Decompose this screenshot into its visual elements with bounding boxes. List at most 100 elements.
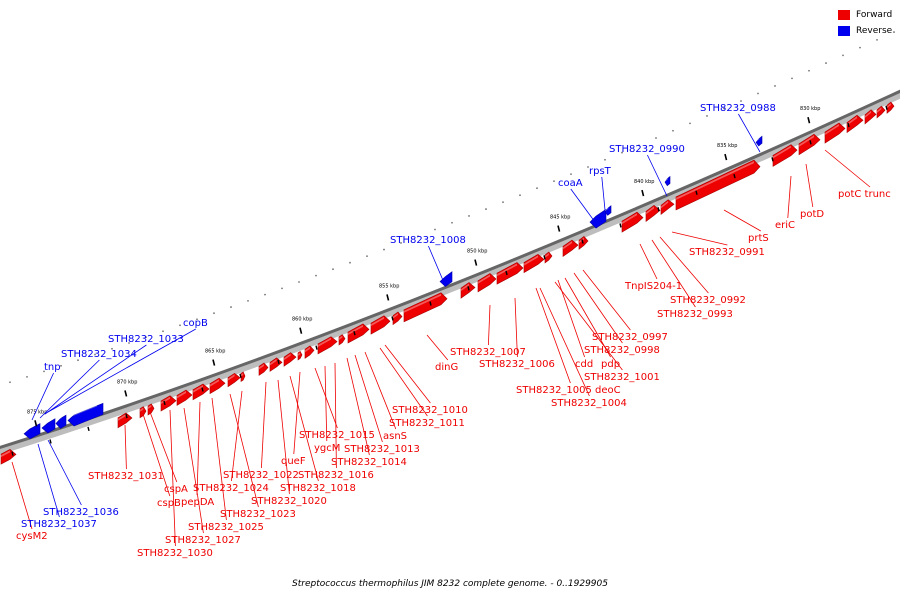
gene-label-sth8232-1034[interactable]: STH8232_1034: [61, 349, 137, 360]
gene-label-cdd[interactable]: cdd: [575, 359, 593, 370]
gene-label-sth8232-1006[interactable]: STH8232_1006: [479, 359, 555, 370]
scale-dot: [179, 324, 181, 327]
reverse-feature[interactable]: [664, 175, 671, 187]
gene-label-cspb[interactable]: cspB: [157, 498, 181, 509]
forward-feature[interactable]: [370, 315, 391, 335]
gene-label-pepda[interactable]: pepDA: [181, 497, 214, 508]
gene-label-sth8232-1030[interactable]: STH8232_1030: [137, 548, 213, 559]
gene-label-sth8232-1010[interactable]: STH8232_1010: [392, 405, 468, 416]
forward-feature[interactable]: [160, 395, 177, 412]
gene-label-ding[interactable]: dinG: [435, 362, 458, 373]
gene-label-eric[interactable]: eriC: [775, 220, 795, 231]
gene-label-sth8232-0988[interactable]: STH8232_0988: [700, 103, 776, 114]
gene-label-sth8232-0990[interactable]: STH8232_0990: [609, 144, 685, 155]
gene-label-sth8232-1025[interactable]: STH8232_1025: [188, 522, 264, 533]
gene-label-copb[interactable]: copB: [183, 318, 208, 329]
gene-label-tnp[interactable]: tnp: [44, 362, 61, 373]
gene-label-sth8232-1016[interactable]: STH8232_1016: [298, 470, 374, 481]
forward-feature[interactable]: [523, 253, 545, 274]
gene-label-sth8232-0992[interactable]: STH8232_0992: [670, 295, 746, 306]
gene-label-sth8232-1027[interactable]: STH8232_1027: [165, 535, 241, 546]
gene-label-sth8232-1015[interactable]: STH8232_1015: [299, 430, 375, 441]
gene-label-sth8232-1024[interactable]: STH8232_1024: [193, 483, 269, 494]
reverse-feature[interactable]: [41, 418, 56, 434]
forward-feature[interactable]: [562, 239, 579, 258]
forward-feature[interactable]: [675, 159, 761, 211]
gene-label-sth8232-1011[interactable]: STH8232_1011: [389, 418, 465, 429]
minor-tick: [277, 359, 280, 365]
forward-feature[interactable]: [297, 350, 303, 361]
reverse-feature[interactable]: [23, 423, 41, 440]
forward-feature[interactable]: [317, 336, 338, 355]
scale-tick-label: 875 kbp: [27, 409, 47, 415]
forward-feature[interactable]: [544, 251, 553, 264]
gene-label-sth8232-1005-deoc[interactable]: STH8232_1005 deoC: [516, 385, 621, 396]
forward-feature[interactable]: [645, 204, 661, 222]
forward-feature[interactable]: [117, 412, 133, 429]
forward-feature[interactable]: [876, 105, 886, 119]
forward-feature[interactable]: [460, 282, 476, 299]
gene-label-sth8232-1031[interactable]: STH8232_1031: [88, 471, 164, 482]
forward-feature[interactable]: [403, 292, 448, 323]
forward-feature[interactable]: [338, 334, 346, 346]
forward-feature[interactable]: [147, 403, 155, 416]
forward-feature[interactable]: [621, 211, 644, 233]
forward-feature[interactable]: [824, 122, 846, 144]
reverse-feature[interactable]: [604, 205, 612, 216]
gene-label-sth8232-1001[interactable]: STH8232_1001: [584, 372, 660, 383]
gene-label-potc-trunc[interactable]: potC trunc: [838, 189, 891, 200]
gene-label-cspa[interactable]: cspA: [164, 484, 188, 495]
gene-label-pdp[interactable]: pdp: [601, 359, 620, 370]
forward-feature[interactable]: [477, 273, 497, 293]
reverse-swatch: [838, 26, 850, 36]
forward-feature[interactable]: [864, 109, 877, 125]
forward-feature[interactable]: [258, 362, 269, 376]
gene-label-sth8232-1023[interactable]: STH8232_1023: [220, 509, 296, 520]
gene-label-sth8232-1033[interactable]: STH8232_1033: [108, 334, 184, 345]
gene-label-cysm2[interactable]: cysM2: [16, 531, 48, 542]
forward-feature[interactable]: [496, 262, 524, 285]
gene-label-prts[interactable]: prtS: [748, 233, 769, 244]
gene-label-rpst[interactable]: rpsT: [589, 166, 612, 177]
gene-label-sth8232-0991[interactable]: STH8232_0991: [689, 247, 765, 258]
gene-label-sth8232-1007[interactable]: STH8232_1007: [450, 347, 526, 358]
forward-feature[interactable]: [772, 144, 798, 167]
forward-feature[interactable]: [176, 389, 193, 406]
reverse-feature[interactable]: [55, 414, 67, 429]
gene-label-sth8232-1037[interactable]: STH8232_1037: [21, 519, 97, 530]
gene-label-sth8232-1014[interactable]: STH8232_1014: [331, 457, 407, 468]
forward-feature[interactable]: [347, 323, 370, 344]
forward-feature[interactable]: [798, 133, 821, 156]
forward-feature[interactable]: [392, 311, 403, 326]
gene-label-sth8232-1008[interactable]: STH8232_1008: [390, 235, 466, 246]
reverse-feature[interactable]: [589, 208, 607, 229]
gene-label-tnpis204-1[interactable]: TnpIS204-1: [624, 281, 682, 292]
gene-label-coaa[interactable]: coaA: [558, 178, 583, 189]
forward-feature[interactable]: [240, 371, 246, 383]
gene-label-sth8232-1018[interactable]: STH8232_1018: [280, 483, 356, 494]
gene-label-sth8232-1022[interactable]: STH8232_1022: [223, 470, 299, 481]
gene-label-sth8232-1036[interactable]: STH8232_1036: [43, 507, 119, 518]
forward-feature[interactable]: [304, 345, 315, 359]
forward-feature[interactable]: [209, 377, 226, 395]
gene-label-ygcm[interactable]: ygcM: [314, 443, 340, 454]
forward-feature[interactable]: [139, 406, 147, 419]
gene-label-potd[interactable]: potD: [800, 209, 824, 220]
forward-feature[interactable]: [192, 383, 210, 401]
reverse-feature[interactable]: [755, 135, 763, 147]
forward-feature[interactable]: [846, 114, 864, 134]
gene-label-sth8232-1020[interactable]: STH8232_1020: [251, 496, 327, 507]
forward-feature[interactable]: [886, 101, 895, 114]
gene-label-sth8232-0998[interactable]: STH8232_0998: [584, 345, 660, 356]
gene-label-asns[interactable]: asnS: [383, 431, 407, 442]
gene-label-sth8232-1004[interactable]: STH8232_1004: [551, 398, 627, 409]
gene-label-sth8232-0993[interactable]: STH8232_0993: [657, 309, 733, 320]
forward-feature[interactable]: [227, 372, 241, 388]
minor-tick: [87, 426, 90, 432]
forward-feature[interactable]: [283, 352, 297, 367]
gene-label-sth8232-0997[interactable]: STH8232_0997: [592, 332, 668, 343]
gene-label-sth8232-1013[interactable]: STH8232_1013: [344, 444, 420, 455]
forward-feature[interactable]: [660, 199, 675, 216]
reverse-feature[interactable]: [67, 402, 104, 427]
gene-label-quef[interactable]: queF: [281, 456, 306, 467]
